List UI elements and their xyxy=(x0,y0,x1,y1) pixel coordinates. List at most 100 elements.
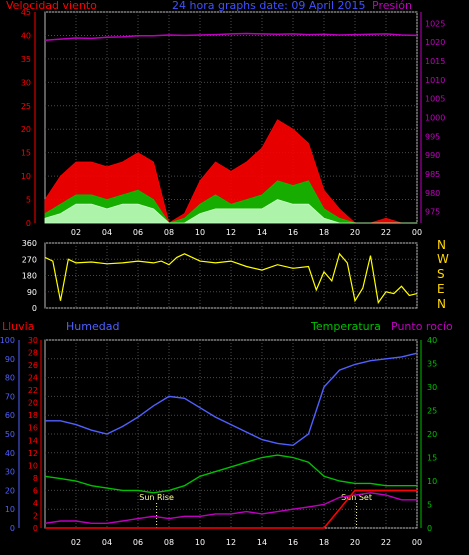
humidity-tick-label: 100 xyxy=(0,336,15,345)
rain-tick-label: 18 xyxy=(28,411,38,420)
x-tick-label: 10 xyxy=(195,228,205,237)
temperature-tick-label: 5 xyxy=(427,501,432,510)
x-tick-label: 14 xyxy=(257,228,267,237)
humidity-tick-label: 80 xyxy=(5,374,15,383)
direction-label-w: W xyxy=(437,252,449,266)
humidity-tick-label: 60 xyxy=(5,411,15,420)
humidity-axis-title: Humedad xyxy=(66,320,120,333)
rain-tick-label: 14 xyxy=(28,436,38,445)
humidity-temperature-panel: 0102030405060708090100024681012141618202… xyxy=(0,336,437,547)
x-tick-label: 00 xyxy=(412,538,422,547)
pressure-tick-label: 1025 xyxy=(425,19,445,28)
x-tick-label: 18 xyxy=(319,228,329,237)
wind-average-area xyxy=(44,199,417,224)
x-tick-label: 20 xyxy=(350,228,360,237)
temperature-tick-label: 0 xyxy=(427,524,432,533)
wind-speed-tick-label: 30 xyxy=(21,78,31,87)
pressure-tick-label: 1000 xyxy=(425,114,445,123)
wind-speed-tick-label: 20 xyxy=(21,125,31,134)
x-tick-label: 04 xyxy=(102,228,112,237)
wind-speed-tick-label: 25 xyxy=(21,102,31,111)
x-tick-label: 22 xyxy=(381,228,391,237)
rain-tick-label: 4 xyxy=(33,499,38,508)
humidity-tick-label: 70 xyxy=(5,392,15,401)
wind-speed-axis-title: Velocidad viento xyxy=(6,0,97,12)
wind-speed-tick-label: 40 xyxy=(21,31,31,40)
humidity-line xyxy=(45,352,418,447)
pressure-tick-label: 1020 xyxy=(425,38,445,47)
rain-tick-label: 20 xyxy=(28,399,38,408)
x-tick-label: 02 xyxy=(71,228,81,237)
direction-tick-label: 0 xyxy=(32,304,37,313)
temperature-tick-label: 10 xyxy=(427,477,437,486)
temperature-tick-label: 40 xyxy=(427,336,437,345)
direction-tick-label: 180 xyxy=(22,272,37,281)
direction-tick-label: 270 xyxy=(22,255,37,264)
humidity-tick-label: 90 xyxy=(5,355,15,364)
temperature-line xyxy=(44,454,417,494)
x-tick-label: 16 xyxy=(288,228,298,237)
temperature-tick-label: 30 xyxy=(427,383,437,392)
dew-point-line xyxy=(44,492,417,524)
temperature-tick-label: 25 xyxy=(427,407,437,416)
rain-tick-label: 22 xyxy=(28,386,38,395)
wind-speed-tick-label: 15 xyxy=(21,149,31,158)
pressure-tick-label: 985 xyxy=(425,170,440,179)
direction-tick-label: 90 xyxy=(27,288,37,297)
wind-speed-tick-label: 10 xyxy=(21,172,31,181)
rain-tick-label: 28 xyxy=(28,349,38,358)
rain-tick-label: 12 xyxy=(28,449,38,458)
x-tick-label: 06 xyxy=(133,538,143,547)
wind-speed-tick-label: 5 xyxy=(26,196,31,205)
wind-direction-line xyxy=(44,252,418,305)
pressure-tick-label: 1010 xyxy=(425,76,445,85)
direction-label-n-top: N xyxy=(437,238,446,252)
x-tick-label: 14 xyxy=(257,538,267,547)
humidity-tick-label: 0 xyxy=(10,524,15,533)
dew-point-axis-title: Punto rocío xyxy=(391,320,453,333)
temperature-tick-label: 15 xyxy=(427,454,437,463)
pressure-axis-title: Presión xyxy=(372,0,412,12)
rain-tick-label: 0 xyxy=(33,524,38,533)
x-tick-label: 12 xyxy=(226,538,236,547)
x-tick-label: 16 xyxy=(288,538,298,547)
rain-axis-title: Lluvia xyxy=(2,320,35,333)
temperature-tick-label: 35 xyxy=(427,360,437,369)
pressure-tick-label: 995 xyxy=(425,132,440,141)
x-tick-label: 02 xyxy=(71,538,81,547)
pressure-tick-label: 975 xyxy=(425,208,440,217)
rain-tick-label: 8 xyxy=(33,474,38,483)
wind-direction-panel: 0 90 180 270 360 xyxy=(22,239,418,313)
x-tick-label: 18 xyxy=(319,538,329,547)
pressure-tick-label: 1015 xyxy=(425,57,445,66)
x-tick-label: 20 xyxy=(350,538,360,547)
direction-label-s: S xyxy=(437,267,445,281)
chart-title: 24 hora graphs date: 09 April 2015 xyxy=(172,0,366,12)
humidity-tick-label: 20 xyxy=(5,486,15,495)
wind-speed-tick-label: 0 xyxy=(26,219,31,228)
rain-tick-label: 24 xyxy=(28,374,38,383)
humidity-tick-label: 10 xyxy=(5,505,15,514)
rain-tick-label: 6 xyxy=(33,486,38,495)
wind-speed-tick-label: 45 xyxy=(21,8,31,17)
temperature-tick-label: 20 xyxy=(427,430,437,439)
pressure-line xyxy=(44,32,418,42)
direction-label-n-bottom: N xyxy=(437,297,446,311)
x-tick-label: 22 xyxy=(381,538,391,547)
sunrise-label: Sun Rise xyxy=(139,493,174,502)
x-tick-label: 06 xyxy=(133,228,143,237)
humidity-tick-label: 50 xyxy=(5,430,15,439)
wind-speed-tick-label: 35 xyxy=(21,55,31,64)
x-tick-label: 00 xyxy=(412,228,422,237)
x-tick-label: 10 xyxy=(195,538,205,547)
direction-tick-label: 360 xyxy=(22,239,37,248)
x-tick-label: 04 xyxy=(102,538,112,547)
wind-pressure-panel: 0510152025303540459759809859909951000100… xyxy=(21,8,446,237)
humidity-tick-label: 40 xyxy=(5,449,15,458)
rain-tick-label: 2 xyxy=(33,511,38,520)
rain-tick-label: 30 xyxy=(28,336,38,345)
sunset-label: Sun Set xyxy=(341,493,372,502)
x-tick-label: 08 xyxy=(164,228,174,237)
humidity-tick-label: 30 xyxy=(5,468,15,477)
pressure-tick-label: 990 xyxy=(425,151,440,160)
